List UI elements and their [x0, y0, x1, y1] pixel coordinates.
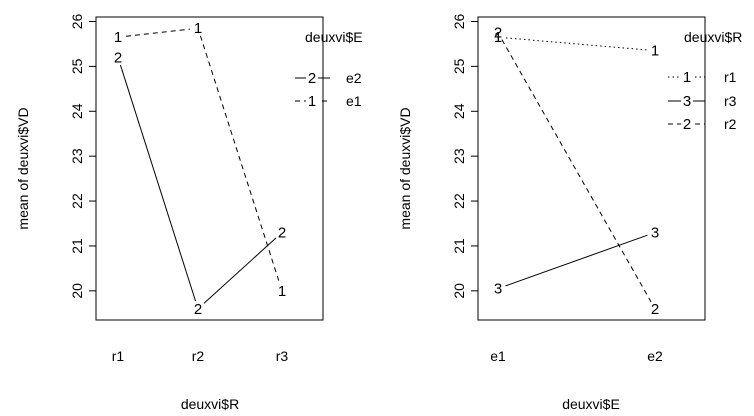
- x-axis-label: deuxvi$E: [562, 396, 620, 411]
- series-r3-segment: [505, 234, 648, 287]
- legend-glyph-r2: 2: [683, 116, 691, 133]
- legend-glyph-e1: 1: [308, 93, 316, 110]
- legend-glyph-bg: [681, 93, 693, 109]
- x-tick-label: r2: [192, 348, 205, 364]
- series-e1-point: 1: [194, 20, 202, 37]
- y-tick-label: 26: [451, 13, 467, 29]
- series-e2-point: 2: [278, 224, 286, 241]
- x-tick-label: e2: [647, 348, 663, 364]
- plot-frame: [477, 16, 706, 321]
- series-r2-segment: [501, 39, 652, 303]
- legend-glyph-bg: [681, 69, 693, 85]
- series-r1-point: 1: [494, 29, 502, 46]
- series-r1-segment: [505, 37, 648, 51]
- legend-glyph-r1: 1: [683, 69, 691, 86]
- y-axis-label: mean of deuxvi$VD: [397, 107, 413, 229]
- series-e1-segment: [199, 35, 281, 284]
- legend-label-r2: r2: [724, 116, 737, 132]
- plot-frame: [95, 16, 324, 321]
- y-tick-label: 25: [451, 58, 467, 74]
- legend-glyph-bg: [306, 93, 318, 109]
- x-tick-label: r3: [276, 348, 289, 364]
- y-tick-label: 20: [451, 283, 467, 299]
- legend-title: deuxvi$R: [684, 29, 742, 45]
- y-tick-label: 24: [69, 103, 85, 119]
- series-r3-point: 3: [651, 224, 659, 241]
- y-tick-label: 23: [451, 148, 467, 164]
- series-e2-point: 2: [194, 301, 202, 318]
- series-e1-point: 1: [278, 283, 286, 300]
- series-e2-segment: [119, 64, 197, 302]
- legend-glyph-bg: [681, 116, 693, 132]
- series-r1-point: 1: [651, 43, 659, 60]
- x-axis-label: deuxvi$R: [181, 396, 239, 411]
- legend-label-e1: e1: [346, 93, 362, 109]
- y-tick-label: 26: [69, 13, 85, 29]
- x-tick-label: e1: [490, 348, 506, 364]
- y-tick-label: 22: [451, 193, 467, 209]
- y-tick-label: 22: [69, 193, 85, 209]
- y-tick-label: 21: [69, 238, 85, 254]
- y-tick-label: 20: [69, 283, 85, 299]
- series-r3-point: 3: [494, 281, 502, 298]
- legend-glyph-bg: [306, 70, 318, 86]
- y-axis-label: mean of deuxvi$VD: [15, 107, 31, 229]
- series-e1-segment: [125, 28, 191, 37]
- y-tick-label: 24: [451, 103, 467, 119]
- legend-title: deuxvi$E: [305, 29, 363, 45]
- legend-glyph-e2: 2: [308, 70, 316, 87]
- legend-glyph-r3: 3: [683, 93, 691, 110]
- x-tick-label: r1: [112, 348, 125, 364]
- legend-label-r1: r1: [724, 69, 737, 85]
- series-e1-point: 1: [114, 29, 122, 46]
- y-tick-label: 23: [69, 148, 85, 164]
- series-e2-point: 2: [114, 49, 122, 66]
- series-r2-point: 2: [494, 25, 502, 42]
- y-tick-label: 21: [451, 238, 467, 254]
- y-tick-label: 25: [69, 58, 85, 74]
- legend-label-r3: r3: [724, 93, 737, 109]
- series-e2-segment: [203, 237, 277, 304]
- series-r2-point: 2: [651, 301, 659, 318]
- legend-label-e2: e2: [346, 70, 362, 86]
